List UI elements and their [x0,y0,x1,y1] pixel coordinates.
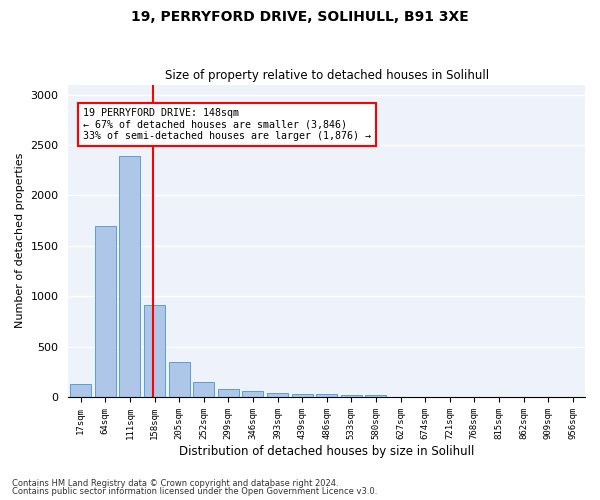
Text: 19 PERRYFORD DRIVE: 148sqm
← 67% of detached houses are smaller (3,846)
33% of s: 19 PERRYFORD DRIVE: 148sqm ← 67% of deta… [83,108,371,141]
Bar [119,156,140,397]
Text: Contains public sector information licensed under the Open Government Licence v3: Contains public sector information licen… [12,487,377,496]
Bar [242,392,263,397]
X-axis label: Distribution of detached houses by size in Solihull: Distribution of detached houses by size … [179,444,475,458]
Text: 19, PERRYFORD DRIVE, SOLIHULL, B91 3XE: 19, PERRYFORD DRIVE, SOLIHULL, B91 3XE [131,10,469,24]
Bar [341,395,362,397]
Bar [218,389,239,397]
Bar [316,394,337,397]
Bar [267,393,288,397]
Bar [193,382,214,397]
Bar [70,384,91,397]
Bar [95,226,116,397]
Title: Size of property relative to detached houses in Solihull: Size of property relative to detached ho… [164,69,489,82]
Text: Contains HM Land Registry data © Crown copyright and database right 2024.: Contains HM Land Registry data © Crown c… [12,478,338,488]
Bar [292,394,313,397]
Bar [365,396,386,397]
Bar [169,362,190,397]
Bar [144,306,165,397]
Y-axis label: Number of detached properties: Number of detached properties [15,153,25,328]
